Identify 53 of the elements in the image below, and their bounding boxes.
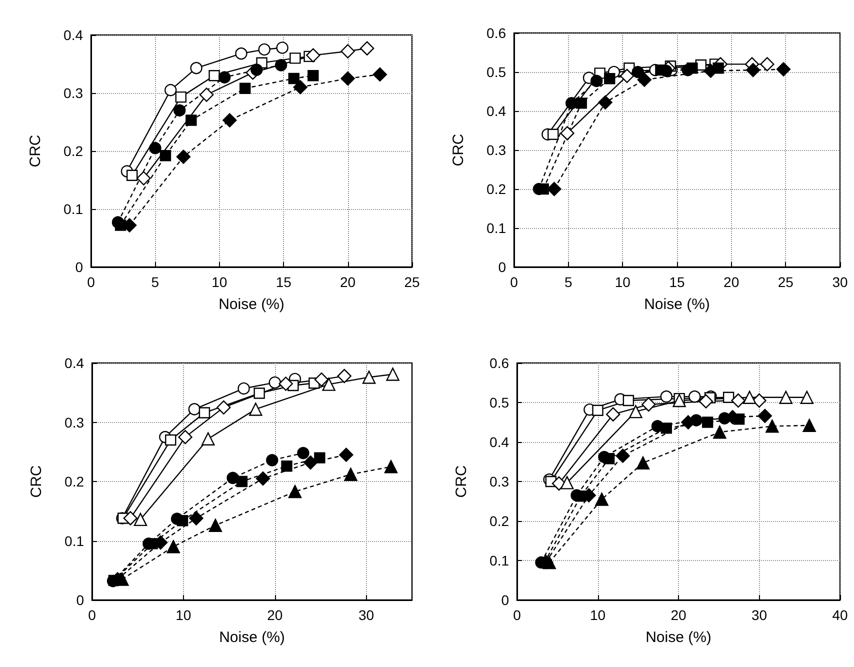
y-tick-label: 0.2 <box>486 181 506 197</box>
y-axis-title: CRC <box>453 465 470 498</box>
y-tick-label: 0.2 <box>490 513 510 529</box>
x-tick-label: 25 <box>404 274 420 290</box>
y-tick-label: 0.2 <box>64 143 84 159</box>
y-tick-label: 0.5 <box>490 394 510 410</box>
y-tick-label: 0 <box>76 592 84 608</box>
y-tick-label: 0.3 <box>486 142 506 158</box>
y-tick-label: 0 <box>75 259 84 275</box>
y-tick-label: 0.4 <box>64 27 84 43</box>
x-tick-label: 30 <box>751 607 768 623</box>
x-tick-label: 20 <box>670 607 686 623</box>
y-tick-label: 0.3 <box>490 474 510 490</box>
x-tick-label: 10 <box>614 274 631 290</box>
x-tick-label: 5 <box>564 274 572 290</box>
x-tick-label: 40 <box>832 607 848 623</box>
y-tick-label: 0 <box>501 592 510 608</box>
x-tick-label: 30 <box>358 607 374 623</box>
y-tick-label: 0.3 <box>64 414 84 430</box>
y-tick-label: 0.4 <box>490 434 510 450</box>
x-tick-label: 0 <box>513 607 522 623</box>
y-axis-title: CRC <box>450 134 467 166</box>
x-tick-label: 15 <box>669 274 685 290</box>
x-axis-title: Noise (%) <box>218 296 284 313</box>
x-tick-label: 10 <box>212 274 228 290</box>
x-tick-label: 0 <box>87 274 96 290</box>
x-tick-label: 10 <box>590 607 606 623</box>
x-tick-label: 15 <box>276 274 292 290</box>
y-tick-label: 0.1 <box>486 220 506 236</box>
y-axis-title: CRC <box>27 134 44 168</box>
x-axis-title: Noise (%) <box>644 296 710 313</box>
y-axis-title: CRC <box>28 465 45 498</box>
y-tick-label: 0.2 <box>64 474 84 490</box>
x-axis-title: Noise (%) <box>646 629 712 646</box>
y-tick-label: 0.6 <box>490 355 510 371</box>
y-tick-label: 0 <box>498 259 506 275</box>
x-tick-label: 0 <box>88 607 96 623</box>
y-tick-label: 0.5 <box>486 64 506 80</box>
x-tick-label: 20 <box>340 274 356 290</box>
y-tick-label: 0.1 <box>64 532 84 549</box>
y-tick-label: 0.1 <box>64 201 84 217</box>
x-tick-label: 5 <box>151 274 160 290</box>
x-axis-title: Noise (%) <box>219 629 285 646</box>
x-tick-label: 25 <box>778 274 794 290</box>
y-tick-label: 0.4 <box>64 355 84 371</box>
y-tick-label: 0.1 <box>490 552 510 568</box>
y-tick-label: 0.4 <box>486 103 506 119</box>
x-tick-label: 20 <box>267 607 283 623</box>
x-tick-label: 10 <box>176 607 192 623</box>
y-tick-label: 0.3 <box>64 85 84 101</box>
x-tick-label: 30 <box>832 274 848 290</box>
y-tick-label: 0.6 <box>486 25 506 41</box>
x-tick-label: 20 <box>724 274 740 290</box>
